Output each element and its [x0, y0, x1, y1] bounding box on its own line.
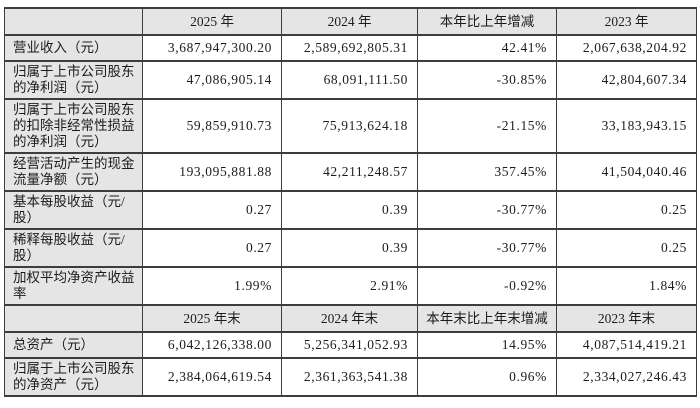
- value-change: 357.45%: [417, 152, 557, 192]
- header-yearend-2023: 2023 年末: [556, 304, 697, 333]
- value-2025: 193,095,881.88: [142, 152, 282, 192]
- row-label: 经营活动产生的现金流量净额（元）: [4, 152, 143, 192]
- value-2025: 0.27: [142, 190, 282, 230]
- value-change: -30.77%: [417, 190, 557, 230]
- row-label: 营业收入（元）: [4, 34, 143, 62]
- row-label: 归属于上市公司股东的净利润（元）: [4, 60, 143, 100]
- value-change: 14.95%: [417, 331, 557, 359]
- table-row-basic-eps: 基本每股收益（元/股） 0.27 0.39 -30.77% 0.25: [4, 190, 697, 230]
- value-2024: 2,361,363,541.38: [281, 357, 418, 397]
- financial-summary: 2025 年 2024 年 本年比上年增减 2023 年 营业收入（元） 3,6…: [4, 7, 697, 397]
- value-change: -21.15%: [417, 98, 557, 154]
- value-2023: 0.25: [556, 228, 697, 268]
- row-label: 加权平均净资产收益率: [4, 266, 143, 306]
- value-2025: 47,086,905.14: [142, 60, 282, 100]
- table-row-revenue: 营业收入（元） 3,687,947,300.20 2,589,692,805.3…: [4, 34, 697, 62]
- header-yearend-2025: 2025 年末: [142, 304, 282, 333]
- section2-header-row: 2025 年末 2024 年末 本年末比上年末增减 2023 年末: [4, 304, 697, 333]
- header-year-2025: 2025 年: [142, 7, 282, 36]
- value-2024: 5,256,341,052.93: [281, 331, 418, 359]
- value-2025: 0.27: [142, 228, 282, 268]
- header-year-2023: 2023 年: [556, 7, 697, 36]
- value-2025: 1.99%: [142, 266, 282, 306]
- value-change: -30.85%: [417, 60, 557, 100]
- header-empty-cell: [4, 7, 143, 36]
- value-2025: 59,859,910.73: [142, 98, 282, 154]
- header-yoy-change: 本年比上年增减: [417, 7, 557, 36]
- key-financials-table: 2025 年 2024 年 本年比上年增减 2023 年 营业收入（元） 3,6…: [4, 7, 697, 397]
- value-change: -30.77%: [417, 228, 557, 268]
- value-2023: 4,087,514,419.21: [556, 331, 697, 359]
- header-yearend-change: 本年末比上年末增减: [417, 304, 557, 333]
- row-label: 归属于上市公司股东的净资产（元）: [4, 357, 143, 397]
- value-2024: 68,091,111.50: [281, 60, 418, 100]
- table-row-net-assets: 归属于上市公司股东的净资产（元） 2,384,064,619.54 2,361,…: [4, 357, 697, 397]
- value-2023: 2,334,027,246.43: [556, 357, 697, 397]
- row-label: 归属于上市公司股东的扣除非经常性损益的净利润（元）: [4, 98, 143, 154]
- table-row-diluted-eps: 稀释每股收益（元/股） 0.27 0.39 -30.77% 0.25: [4, 228, 697, 268]
- value-2024: 0.39: [281, 190, 418, 230]
- value-2025: 3,687,947,300.20: [142, 34, 282, 62]
- row-label: 基本每股收益（元/股）: [4, 190, 143, 230]
- value-2025: 2,384,064,619.54: [142, 357, 282, 397]
- header-year-2024: 2024 年: [281, 7, 418, 36]
- row-label: 总资产（元）: [4, 331, 143, 359]
- header-empty-cell: [4, 304, 143, 333]
- value-2024: 2.91%: [281, 266, 418, 306]
- table-row-net-profit-excl-nonrecurring: 归属于上市公司股东的扣除非经常性损益的净利润（元） 59,859,910.73 …: [4, 98, 697, 154]
- value-2024: 2,589,692,805.31: [281, 34, 418, 62]
- table-row-operating-cash-flow: 经营活动产生的现金流量净额（元） 193,095,881.88 42,211,2…: [4, 152, 697, 192]
- value-2023: 33,183,943.15: [556, 98, 697, 154]
- value-change: 42.41%: [417, 34, 557, 62]
- value-2023: 41,504,040.46: [556, 152, 697, 192]
- table-row-net-profit: 归属于上市公司股东的净利润（元） 47,086,905.14 68,091,11…: [4, 60, 697, 100]
- value-2023: 0.25: [556, 190, 697, 230]
- value-2023: 2,067,638,204.92: [556, 34, 697, 62]
- value-2024: 75,913,624.18: [281, 98, 418, 154]
- value-2024: 0.39: [281, 228, 418, 268]
- value-2023: 42,804,607.34: [556, 60, 697, 100]
- header-yearend-2024: 2024 年末: [281, 304, 418, 333]
- table-row-total-assets: 总资产（元） 6,042,126,338.00 5,256,341,052.93…: [4, 331, 697, 359]
- table-row-weighted-avg-roe: 加权平均净资产收益率 1.99% 2.91% -0.92% 1.84%: [4, 266, 697, 306]
- value-change: 0.96%: [417, 357, 557, 397]
- value-2023: 1.84%: [556, 266, 697, 306]
- section1-header-row: 2025 年 2024 年 本年比上年增减 2023 年: [4, 7, 697, 36]
- value-2025: 6,042,126,338.00: [142, 331, 282, 359]
- value-2024: 42,211,248.57: [281, 152, 418, 192]
- row-label: 稀释每股收益（元/股）: [4, 228, 143, 268]
- value-change: -0.92%: [417, 266, 557, 306]
